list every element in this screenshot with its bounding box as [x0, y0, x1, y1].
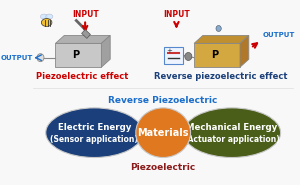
- Text: (Actuator application): (Actuator application): [184, 135, 280, 144]
- Text: OUTPUT: OUTPUT: [1, 55, 33, 61]
- Text: Reverse piezoelectric effect: Reverse piezoelectric effect: [154, 72, 287, 81]
- Ellipse shape: [46, 14, 53, 19]
- Circle shape: [216, 26, 221, 31]
- Text: Materials: Materials: [137, 128, 189, 138]
- Polygon shape: [194, 43, 240, 67]
- Text: P: P: [211, 50, 218, 60]
- Text: Electric Energy: Electric Energy: [58, 123, 131, 132]
- Polygon shape: [240, 36, 249, 67]
- Ellipse shape: [46, 108, 143, 157]
- Text: INPUT: INPUT: [72, 10, 98, 18]
- Text: +: +: [166, 48, 172, 54]
- Text: Piezoelectric effect: Piezoelectric effect: [36, 72, 128, 81]
- Ellipse shape: [40, 14, 47, 19]
- Text: Mechanical Energy: Mechanical Energy: [186, 123, 278, 132]
- Text: (Sensor application): (Sensor application): [50, 135, 138, 144]
- Ellipse shape: [136, 108, 190, 157]
- Text: OUTPUT: OUTPUT: [263, 32, 295, 38]
- Text: Reverse Piezoelectric: Reverse Piezoelectric: [109, 96, 218, 105]
- Polygon shape: [82, 29, 90, 38]
- FancyBboxPatch shape: [164, 47, 183, 64]
- Ellipse shape: [184, 108, 280, 157]
- Circle shape: [37, 54, 44, 62]
- Circle shape: [185, 53, 192, 60]
- Polygon shape: [101, 36, 110, 67]
- Text: Piezoelectric: Piezoelectric: [130, 163, 196, 172]
- Polygon shape: [56, 43, 101, 67]
- Text: INPUT: INPUT: [163, 10, 190, 18]
- Polygon shape: [194, 36, 249, 43]
- Polygon shape: [56, 36, 110, 43]
- Ellipse shape: [41, 18, 52, 26]
- Text: P: P: [73, 50, 80, 60]
